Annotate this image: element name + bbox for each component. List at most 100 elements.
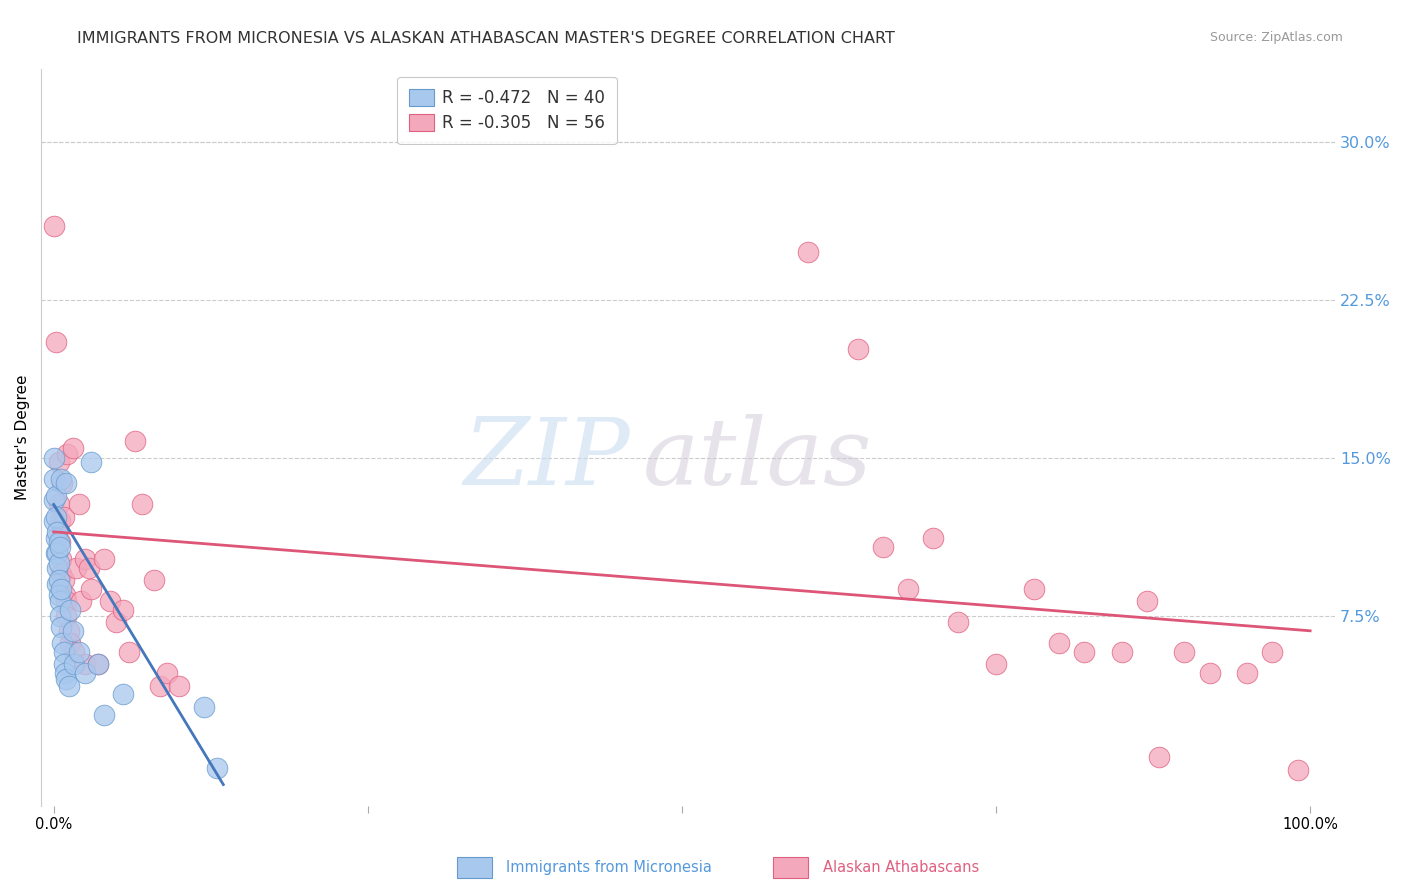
- Point: [1149, 750, 1171, 764]
- Point: [1173, 645, 1195, 659]
- Point: [922, 531, 945, 545]
- Point: [42, 514, 65, 528]
- Point: [1111, 645, 1133, 659]
- Point: [1261, 645, 1284, 659]
- Point: [49, 514, 72, 528]
- Point: [75, 657, 97, 672]
- Point: [67, 498, 90, 512]
- Point: [51, 476, 73, 491]
- Point: [75, 552, 97, 566]
- Point: [42, 472, 65, 486]
- Point: [872, 540, 894, 554]
- Legend: R = -0.472   N = 40, R = -0.305   N = 56: R = -0.472 N = 40, R = -0.305 N = 56: [398, 77, 617, 144]
- FancyBboxPatch shape: [457, 857, 492, 878]
- Point: [45, 546, 67, 560]
- Point: [67, 645, 90, 659]
- Point: [49, 609, 72, 624]
- Point: [62, 657, 84, 672]
- Point: [52, 645, 75, 659]
- Point: [948, 615, 970, 630]
- Point: [143, 574, 166, 588]
- Point: [51, 619, 73, 633]
- Point: [49, 535, 72, 549]
- Point: [49, 594, 72, 608]
- Text: atlas: atlas: [643, 414, 872, 504]
- Point: [42, 219, 65, 234]
- Point: [75, 665, 97, 680]
- Point: [48, 455, 70, 469]
- Point: [42, 451, 65, 466]
- Point: [1198, 665, 1220, 680]
- Point: [111, 687, 134, 701]
- Point: [55, 594, 77, 608]
- Point: [897, 582, 920, 596]
- Point: [62, 441, 84, 455]
- Point: [46, 560, 69, 574]
- Point: [1286, 763, 1309, 777]
- Point: [156, 665, 179, 680]
- Point: [48, 557, 70, 571]
- Point: [48, 498, 70, 512]
- Point: [46, 546, 69, 560]
- Point: [77, 560, 100, 574]
- Point: [1136, 594, 1159, 608]
- Point: [48, 574, 70, 588]
- Point: [45, 335, 67, 350]
- Text: IMMIGRANTS FROM MICRONESIA VS ALASKAN ATHABASCAN MASTER'S DEGREE CORRELATION CHA: IMMIGRANTS FROM MICRONESIA VS ALASKAN AT…: [77, 31, 896, 46]
- Point: [49, 540, 72, 554]
- Text: Immigrants from Micronesia: Immigrants from Micronesia: [506, 860, 711, 875]
- Point: [149, 679, 172, 693]
- Point: [205, 761, 228, 775]
- Point: [65, 560, 87, 574]
- Point: [45, 510, 67, 524]
- Point: [93, 552, 115, 566]
- Point: [93, 708, 115, 723]
- Point: [46, 524, 69, 539]
- Point: [80, 582, 103, 596]
- Point: [111, 603, 134, 617]
- Point: [55, 476, 77, 491]
- Point: [42, 493, 65, 508]
- FancyBboxPatch shape: [773, 857, 808, 878]
- Point: [52, 657, 75, 672]
- Point: [53, 665, 76, 680]
- Point: [51, 552, 73, 566]
- Point: [46, 577, 69, 591]
- Point: [55, 672, 77, 686]
- Y-axis label: Master's Degree: Master's Degree: [15, 375, 30, 500]
- Point: [45, 489, 67, 503]
- Point: [51, 582, 73, 596]
- Point: [193, 699, 215, 714]
- Point: [86, 657, 108, 672]
- Point: [51, 472, 73, 486]
- Point: [846, 342, 869, 356]
- Point: [1236, 665, 1258, 680]
- Point: [796, 244, 818, 259]
- Point: [118, 645, 141, 659]
- Point: [70, 594, 93, 608]
- Text: ZIP: ZIP: [464, 414, 630, 504]
- Text: Alaskan Athabascans: Alaskan Athabascans: [823, 860, 979, 875]
- Point: [51, 636, 73, 650]
- Point: [59, 603, 82, 617]
- Point: [51, 566, 73, 581]
- Point: [86, 657, 108, 672]
- Point: [53, 588, 76, 602]
- Point: [52, 510, 75, 524]
- Point: [52, 574, 75, 588]
- Point: [984, 657, 1007, 672]
- Point: [1047, 636, 1070, 650]
- Point: [56, 447, 79, 461]
- Point: [1073, 645, 1095, 659]
- Point: [1022, 582, 1045, 596]
- Point: [58, 679, 80, 693]
- Point: [105, 615, 128, 630]
- Point: [169, 679, 191, 693]
- Point: [45, 531, 67, 545]
- Text: Source: ZipAtlas.com: Source: ZipAtlas.com: [1209, 31, 1343, 45]
- Point: [58, 624, 80, 638]
- Point: [80, 455, 103, 469]
- Point: [55, 609, 77, 624]
- Point: [59, 636, 82, 650]
- Point: [48, 535, 70, 549]
